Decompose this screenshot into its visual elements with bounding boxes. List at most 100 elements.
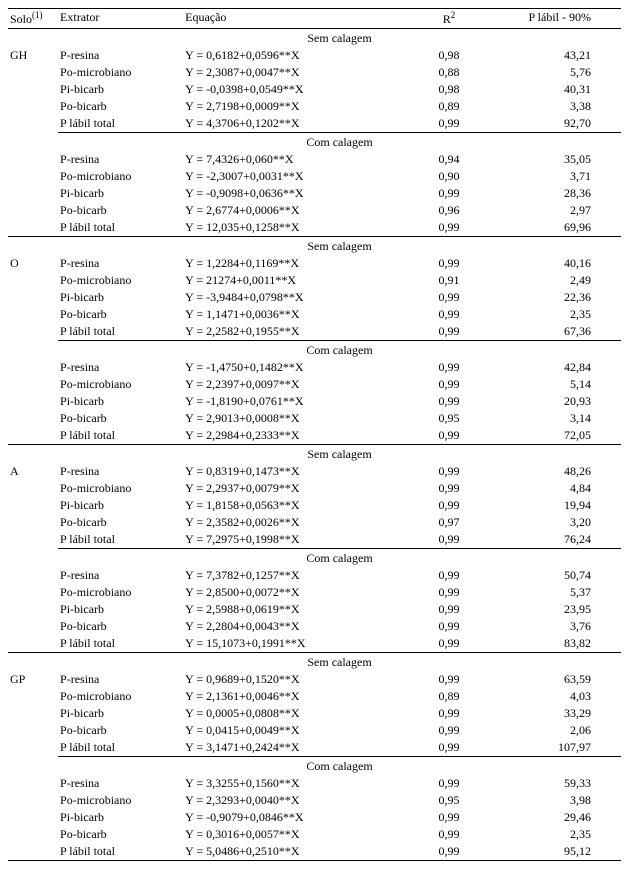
equacao-cell: Y = 0,6182+0,0596**X [183, 47, 392, 64]
plabil-cell: 83,82 [506, 635, 621, 653]
table-row: P lábil totalY = 15,1073+0,1991**X0,9983… [8, 635, 621, 653]
equacao-cell: Y = 21274+0,0011**X [183, 272, 392, 289]
extrator-cell: P-resina [58, 255, 183, 272]
solo-code-cell [8, 635, 58, 653]
plabil-cell: 3,20 [506, 514, 621, 531]
equacao-cell: Y = 2,2397+0,0097**X [183, 376, 392, 393]
table-row: OP-resinaY = 1,2284+0,1169**X0,9940,16 [8, 255, 621, 272]
extrator-cell: P lábil total [58, 115, 183, 133]
table-row: P-resinaY = 7,4326+0,060**X0,9435,05 [8, 151, 621, 168]
equacao-cell: Y = -2,3007+0,0031**X [183, 168, 392, 185]
equacao-cell: Y = 0,0415+0,0049**X [183, 722, 392, 739]
solo-code-cell [8, 323, 58, 341]
extrator-cell: Po-microbiano [58, 792, 183, 809]
solo-code-cell [8, 359, 58, 376]
solo-code-cell [8, 792, 58, 809]
r2-cell: 0,97 [392, 514, 507, 531]
header-plabil: P lábil - 90% [506, 9, 621, 29]
table-row: Po-bicarbY = 2,3582+0,0026**X0,973,20 [8, 514, 621, 531]
plabil-cell: 33,29 [506, 705, 621, 722]
plabil-cell: 19,94 [506, 497, 621, 514]
r2-cell: 0,99 [392, 722, 507, 739]
header-solo-sup: (1) [32, 10, 43, 20]
plabil-cell: 3,98 [506, 792, 621, 809]
r2-cell: 0,91 [392, 272, 507, 289]
solo-code-cell [8, 601, 58, 618]
solo-cell [8, 237, 58, 256]
r2-cell: 0,99 [392, 601, 507, 618]
table-row: Po-microbianoY = 2,2937+0,0079**X0,994,8… [8, 480, 621, 497]
data-table: Solo(1) Extrator Equação R2 P lábil - 90… [8, 8, 621, 861]
table-row: Po-bicarbY = 0,3016+0,0057**X0,992,35 [8, 826, 621, 843]
calagem-label: Sem calagem [58, 653, 621, 672]
table-row: Po-microbianoY = -2,3007+0,0031**X0,903,… [8, 168, 621, 185]
equacao-cell: Y = 0,9689+0,1520**X [183, 671, 392, 688]
equacao-cell: Y = -0,0398+0,0549**X [183, 81, 392, 98]
table-row: Po-bicarbY = 2,2804+0,0043**X0,993,76 [8, 618, 621, 635]
extrator-cell: Pi-bicarb [58, 393, 183, 410]
plabil-cell: 67,36 [506, 323, 621, 341]
extrator-cell: Pi-bicarb [58, 601, 183, 618]
plabil-cell: 20,93 [506, 393, 621, 410]
r2-cell: 0,99 [392, 671, 507, 688]
r2-cell: 0,99 [392, 393, 507, 410]
header-r2-sup: 2 [451, 10, 456, 20]
plabil-cell: 92,70 [506, 115, 621, 133]
table-row: Po-bicarbY = 1,1471+0,0036**X0,992,35 [8, 306, 621, 323]
calagem-label: Sem calagem [58, 445, 621, 464]
r2-cell: 0,99 [392, 427, 507, 445]
plabil-cell: 23,95 [506, 601, 621, 618]
header-extrator: Extrator [58, 9, 183, 29]
solo-code-cell [8, 688, 58, 705]
extrator-cell: Po-microbiano [58, 272, 183, 289]
calagem-label: Sem calagem [58, 237, 621, 256]
equacao-cell: Y = 2,6774+0,0006**X [183, 202, 392, 219]
equacao-cell: Y = 0,3016+0,0057**X [183, 826, 392, 843]
solo-code-cell [8, 289, 58, 306]
solo-cell [8, 549, 58, 568]
calagem-label: Com calagem [58, 757, 621, 776]
equacao-cell: Y = 7,2975+0,1998**X [183, 531, 392, 549]
equacao-cell: Y = 0,0005+0,0808**X [183, 705, 392, 722]
solo-code-cell [8, 64, 58, 81]
plabil-cell: 95,12 [506, 843, 621, 861]
table-row: P-resinaY = 7,3782+0,1257**X0,9950,74 [8, 567, 621, 584]
solo-cell [8, 341, 58, 360]
equacao-cell: Y = 12,035+0,1258**X [183, 219, 392, 237]
extrator-cell: Pi-bicarb [58, 185, 183, 202]
extrator-cell: Po-microbiano [58, 480, 183, 497]
table-row: Po-bicarbY = 2,9013+0,0008**X0,953,14 [8, 410, 621, 427]
plabil-cell: 35,05 [506, 151, 621, 168]
extrator-cell: Po-bicarb [58, 826, 183, 843]
extrator-cell: P-resina [58, 463, 183, 480]
solo-code-cell: O [8, 255, 58, 272]
r2-cell: 0,95 [392, 410, 507, 427]
equacao-cell: Y = 3,1471+0,2424**X [183, 739, 392, 757]
solo-code-cell [8, 531, 58, 549]
table-row: Po-microbianoY = 2,2397+0,0097**X0,995,1… [8, 376, 621, 393]
equacao-cell: Y = -0,9079+0,0846**X [183, 809, 392, 826]
plabil-cell: 2,49 [506, 272, 621, 289]
equacao-cell: Y = 4,3706+0,1202**X [183, 115, 392, 133]
equacao-cell: Y = 2,8500+0,0072**X [183, 584, 392, 601]
plabil-cell: 76,24 [506, 531, 621, 549]
r2-cell: 0,99 [392, 809, 507, 826]
extrator-cell: P-resina [58, 671, 183, 688]
header-equacao: Equação [183, 9, 392, 29]
r2-cell: 0,99 [392, 359, 507, 376]
table-header-row: Solo(1) Extrator Equação R2 P lábil - 90… [8, 9, 621, 29]
table-row: AP-resinaY = 0,8319+0,1473**X0,9948,26 [8, 463, 621, 480]
table-row: Po-microbianoY = 2,3087+0,0047**X0,885,7… [8, 64, 621, 81]
plabil-cell: 50,74 [506, 567, 621, 584]
solo-code-cell [8, 202, 58, 219]
equacao-cell: Y = 2,2582+0,1955**X [183, 323, 392, 341]
solo-cell [8, 445, 58, 464]
equacao-cell: Y = -3,9484+0,0798**X [183, 289, 392, 306]
equacao-cell: Y = 2,2804+0,0043**X [183, 618, 392, 635]
extrator-cell: P lábil total [58, 323, 183, 341]
extrator-cell: Po-bicarb [58, 202, 183, 219]
r2-cell: 0,99 [392, 185, 507, 202]
extrator-cell: P lábil total [58, 219, 183, 237]
table-row: P lábil totalY = 2,2582+0,1955**X0,9967,… [8, 323, 621, 341]
r2-cell: 0,99 [392, 826, 507, 843]
